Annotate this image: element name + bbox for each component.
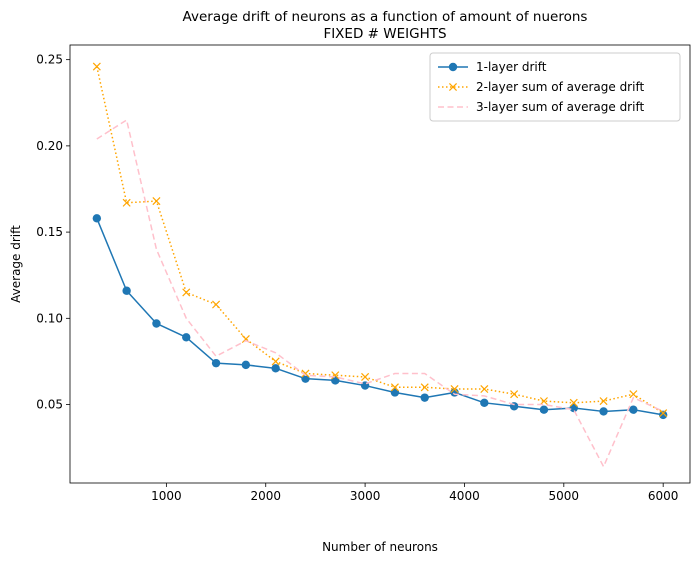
data-point <box>510 390 519 399</box>
x-tick-label: 2000 <box>250 489 281 503</box>
data-point <box>301 369 310 378</box>
data-point <box>152 319 161 328</box>
data-point <box>331 376 340 385</box>
data-point-stroke <box>539 397 548 406</box>
data-point <box>539 405 549 414</box>
data-point <box>539 397 548 406</box>
series-line-3 <box>96 119 664 468</box>
data-point <box>331 371 340 380</box>
data-point <box>92 214 102 223</box>
data-point-stroke <box>420 383 429 392</box>
legend-label: 1-layer drift <box>476 60 547 74</box>
data-point <box>212 300 221 309</box>
data-point-stroke <box>629 390 638 399</box>
data-point <box>480 398 489 408</box>
series-line-1 <box>96 218 664 416</box>
data-point <box>271 357 280 366</box>
data-point <box>182 288 191 297</box>
data-point-stroke <box>92 62 101 71</box>
y-tick-label: 0.05 <box>36 398 63 412</box>
y-tick-label: 0.20 <box>36 139 63 153</box>
data-point-stroke <box>331 371 340 380</box>
x-tick-label: 1000 <box>151 489 182 503</box>
data-point-stroke <box>390 383 399 392</box>
data-point <box>241 360 251 370</box>
data-point <box>480 384 489 394</box>
data-point <box>629 390 638 399</box>
legend-label: 2-layer sum of average drift <box>476 80 644 94</box>
legend-label: 3-layer sum of average drift <box>476 100 644 114</box>
legend-swatch-marker <box>448 82 458 92</box>
data-point-stroke <box>510 390 519 399</box>
data-point-stroke <box>659 409 668 418</box>
chart-subtitle: FIXED # WEIGHTS <box>323 26 446 42</box>
y-axis-label: Average drift <box>9 225 23 303</box>
y-tick-label: 0.25 <box>36 53 63 67</box>
x-axis-label: Number of neurons <box>322 540 438 554</box>
legend: 1-layer drift 2-layer sum of average drif… <box>429 52 681 122</box>
data-point <box>420 393 429 402</box>
data-point-stroke <box>271 357 280 366</box>
data-point <box>569 403 578 413</box>
data-point <box>599 407 608 416</box>
x-tick-label: 6000 <box>648 489 679 503</box>
data-point <box>301 374 310 383</box>
data-point-stroke <box>361 372 370 381</box>
data-point <box>420 383 429 392</box>
data-point <box>92 62 101 71</box>
data-point-stroke <box>182 288 191 297</box>
y-tick-label: 0.15 <box>36 225 63 239</box>
data-point <box>450 384 459 394</box>
data-point <box>658 410 668 420</box>
data-point <box>122 198 131 207</box>
legend-box <box>429 52 681 122</box>
x-tick-label: 5000 <box>549 489 580 503</box>
legend-swatch-marker <box>448 62 458 72</box>
data-point <box>122 286 131 295</box>
data-point-stroke <box>212 300 221 309</box>
x-tick-label: 4000 <box>449 489 480 503</box>
data-point-stroke <box>569 398 578 407</box>
data-point-stroke <box>301 369 310 378</box>
data-point <box>629 405 638 414</box>
plot-frame <box>69 44 691 484</box>
data-point <box>182 333 191 342</box>
data-point-stroke <box>599 397 608 406</box>
data-point-stroke <box>450 384 459 394</box>
chart-title: Average drift of neurons as a function o… <box>183 9 588 25</box>
data-point <box>152 197 161 206</box>
data-point <box>569 398 578 407</box>
data-point-stroke <box>152 197 161 206</box>
data-point <box>361 372 370 381</box>
data-point-stroke <box>480 384 489 394</box>
y-tick-label: 0.10 <box>36 311 63 325</box>
data-point <box>599 397 608 406</box>
data-point <box>390 388 400 397</box>
x-tick-label: 3000 <box>350 489 381 503</box>
data-point-stroke <box>122 198 131 207</box>
data-point <box>271 364 280 373</box>
data-point-stroke <box>241 334 250 344</box>
data-point <box>211 358 221 368</box>
data-point <box>659 409 668 418</box>
plot-area: 1000 2000 3000 4000 5000 6000 0.05 0.10 0.15 0.20… <box>36 44 691 503</box>
data-point <box>390 383 399 392</box>
series-line-2 <box>96 66 664 414</box>
